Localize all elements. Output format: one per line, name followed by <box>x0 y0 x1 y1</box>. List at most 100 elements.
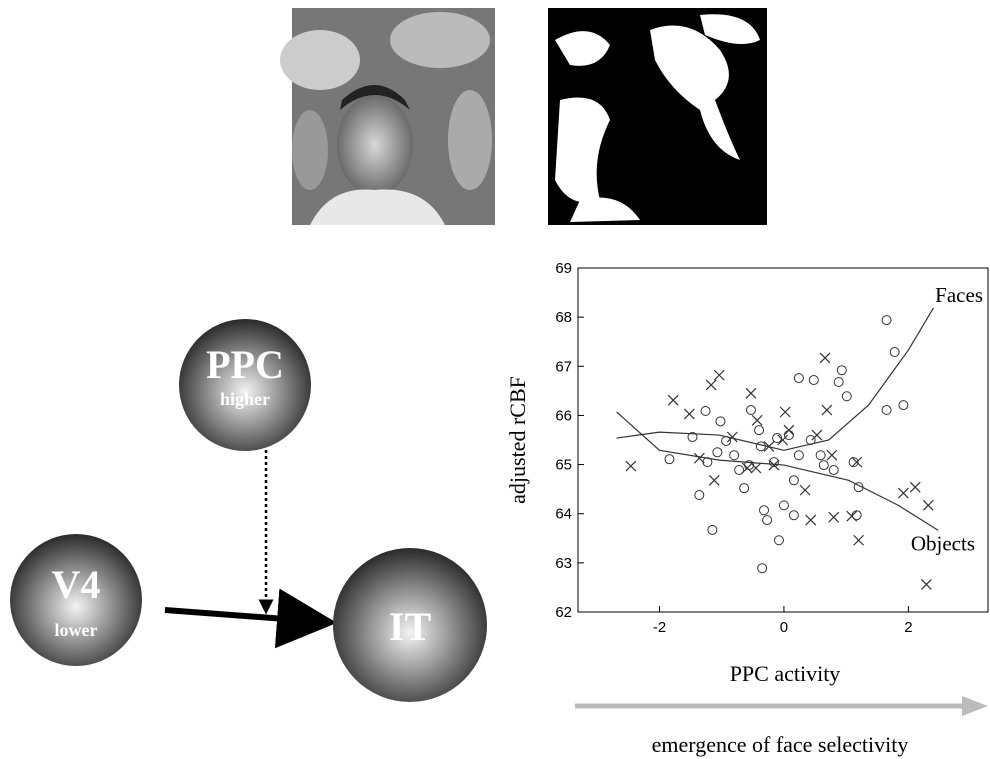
object-point <box>783 424 795 436</box>
cross-stroke <box>783 424 795 436</box>
object-point <box>811 429 823 441</box>
cross-stroke <box>897 487 909 499</box>
object-point <box>768 459 780 471</box>
cross-stroke <box>799 484 811 496</box>
object-point <box>625 460 637 472</box>
face-point <box>828 464 839 475</box>
cross-stroke <box>909 481 921 493</box>
face-point <box>808 375 819 386</box>
cross-stroke <box>805 514 817 526</box>
face-point <box>768 457 779 468</box>
x-axis-label: PPC activity <box>730 661 841 686</box>
face-point <box>734 464 745 475</box>
face-point <box>729 450 740 461</box>
object-point <box>805 514 817 526</box>
node-label: PPC <box>206 342 284 387</box>
face-point <box>848 457 859 468</box>
node-it <box>333 548 487 702</box>
object-point <box>713 369 725 381</box>
face-point <box>778 500 789 511</box>
y-tick-label: 67 <box>555 358 572 375</box>
y-tick-label: 68 <box>555 309 572 326</box>
face-point <box>773 535 784 546</box>
face-point <box>793 373 804 384</box>
cross-stroke <box>625 460 637 472</box>
scatter-plot: 62 63 64 65 66 67 68 69 -2 0 2 Faces Objects <box>555 260 983 636</box>
cross-stroke <box>851 456 863 468</box>
cross-stroke <box>713 369 725 381</box>
object-point <box>826 449 838 461</box>
x-tick-label: 2 <box>904 619 912 636</box>
y-tick-label: 64 <box>555 506 572 523</box>
face-point <box>739 483 750 494</box>
face-point <box>818 460 829 471</box>
cross-stroke <box>826 449 838 461</box>
y-tick-label: 62 <box>555 604 572 621</box>
trend-arrowhead <box>962 696 988 716</box>
face-point <box>715 416 726 427</box>
label-bg <box>902 532 983 557</box>
cross-stroke <box>811 429 823 441</box>
object-point <box>819 352 831 364</box>
object-point <box>853 534 865 546</box>
node-label: V4 <box>52 562 101 607</box>
face-point <box>881 405 892 416</box>
face-point <box>757 563 768 574</box>
object-point <box>909 481 921 493</box>
x-tick-label: -2 <box>653 619 666 636</box>
cross-stroke <box>777 434 789 446</box>
face-point <box>762 515 773 526</box>
face-point <box>707 524 718 535</box>
cross-stroke <box>768 459 780 471</box>
face-point <box>815 450 826 461</box>
cross-stroke <box>683 408 695 420</box>
cross-stroke <box>726 431 738 443</box>
object-point <box>779 406 791 418</box>
object-point <box>745 387 757 399</box>
object-point <box>920 579 932 590</box>
cross-stroke <box>708 474 720 486</box>
object-point <box>851 456 863 468</box>
cross-stroke <box>751 414 763 426</box>
curve-label: Objects <box>911 531 975 555</box>
cross-stroke <box>828 511 840 523</box>
face-point <box>836 365 847 376</box>
object-point <box>667 394 679 406</box>
photo-stimulus <box>280 8 495 225</box>
node-sublabel: higher <box>220 389 270 409</box>
face-point <box>898 400 909 411</box>
x-tick-label: 0 <box>780 619 788 636</box>
face-point <box>841 391 852 402</box>
object-point <box>897 487 909 499</box>
cross-stroke <box>667 394 679 406</box>
fit-curve <box>616 411 939 531</box>
object-point <box>708 474 720 486</box>
face-point <box>754 425 765 436</box>
node-label: IT <box>389 604 432 649</box>
object-point <box>683 408 695 420</box>
object-point <box>777 434 789 446</box>
cross-stroke <box>819 352 831 364</box>
cross-stroke <box>779 406 791 418</box>
node-v4 <box>10 534 142 666</box>
face-point <box>788 475 799 486</box>
object-point <box>846 510 858 522</box>
cross-stroke <box>705 379 717 391</box>
y-axis-label: adjusted rCBF <box>505 376 530 504</box>
fit-curve <box>616 299 939 451</box>
cross-stroke <box>745 387 757 399</box>
object-point <box>828 511 840 523</box>
label-bg <box>902 283 983 308</box>
face-point <box>712 447 723 458</box>
face-point <box>788 510 799 521</box>
face-point <box>745 405 756 416</box>
face-point <box>793 450 804 461</box>
cross-stroke <box>922 499 934 511</box>
curve-label: Faces <box>935 283 983 307</box>
face-point <box>755 441 766 452</box>
y-tick-label: 66 <box>555 407 572 424</box>
face-point <box>664 454 675 465</box>
object-point <box>821 404 833 416</box>
face-point <box>700 406 711 417</box>
cross-stroke <box>853 534 865 546</box>
